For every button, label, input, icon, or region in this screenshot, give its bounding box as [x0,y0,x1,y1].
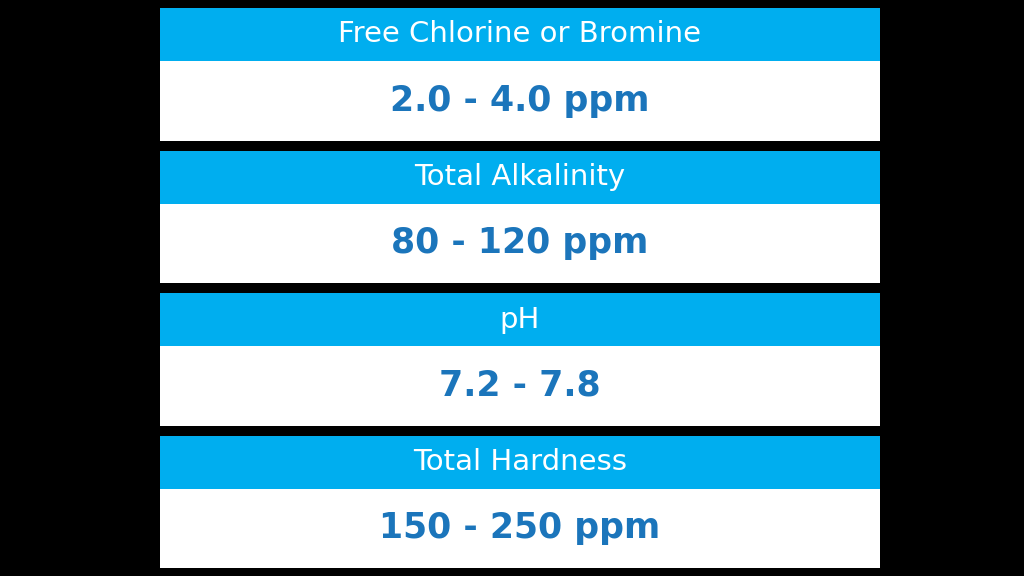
Bar [160,435,880,488]
Text: 150 - 250 ppm: 150 - 250 ppm [379,511,660,545]
Text: 2.0 - 4.0 ppm: 2.0 - 4.0 ppm [390,84,650,118]
Bar [160,346,880,426]
Bar [160,293,880,346]
Text: Total Alkalinity: Total Alkalinity [415,163,626,191]
Bar [160,203,880,283]
Text: Total Hardness: Total Hardness [413,448,627,476]
Bar [160,8,880,61]
Bar [160,488,880,568]
Bar [160,150,880,203]
Text: 80 - 120 ppm: 80 - 120 ppm [391,226,648,260]
Bar [160,61,880,141]
Text: pH: pH [500,305,541,334]
Text: Free Chlorine or Bromine: Free Chlorine or Bromine [339,21,701,48]
Text: 7.2 - 7.8: 7.2 - 7.8 [439,369,601,403]
